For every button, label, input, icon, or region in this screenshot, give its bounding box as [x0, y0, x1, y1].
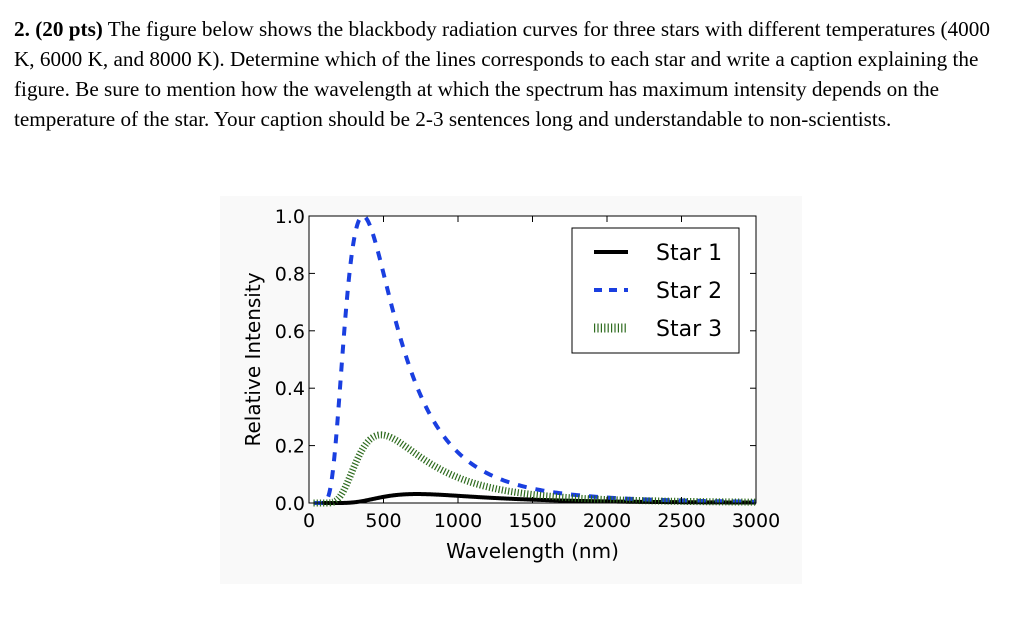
- y-tick-label: 0.8: [275, 263, 305, 285]
- legend-label: Star 3: [656, 317, 722, 342]
- x-tick-label: 1000: [434, 510, 482, 532]
- y-tick-label: 0.4: [275, 378, 305, 400]
- x-tick-label: 2500: [657, 510, 705, 532]
- legend-label: Star 2: [656, 279, 722, 304]
- y-axis-label: Relative Intensity: [241, 272, 265, 446]
- legend-label: Star 1: [656, 241, 722, 266]
- blackbody-chart: 0 500 1000 1500 2000 2500 3000 0.0 0.2 0.4 0.6 0.8 1…: [220, 196, 802, 584]
- x-tick-label: 0: [303, 510, 315, 532]
- question-text: 2. (20 pts) The figure below shows the b…: [14, 14, 1014, 134]
- x-tick-label: 2000: [583, 510, 631, 532]
- question-number: 2. (20 pts): [14, 17, 103, 41]
- x-tick-label: 500: [365, 510, 401, 532]
- series-line-star-2: [313, 214, 756, 505]
- y-tick-label: 0.0: [275, 493, 305, 515]
- question-body: The figure below shows the blackbody rad…: [14, 17, 990, 131]
- x-axis-label: Wavelength (nm): [446, 539, 619, 563]
- y-tick-label: 1.0: [275, 206, 305, 228]
- x-tick-label: 1500: [508, 510, 556, 532]
- y-tick-label: 0.6: [275, 321, 305, 343]
- chart-container: 0 500 1000 1500 2000 2500 3000 0.0 0.2 0.4 0.6 0.8 1…: [220, 196, 802, 584]
- y-tick-label: 0.2: [275, 436, 305, 458]
- series-line-star-3: [313, 431, 756, 507]
- x-tick-label: 3000: [732, 510, 780, 532]
